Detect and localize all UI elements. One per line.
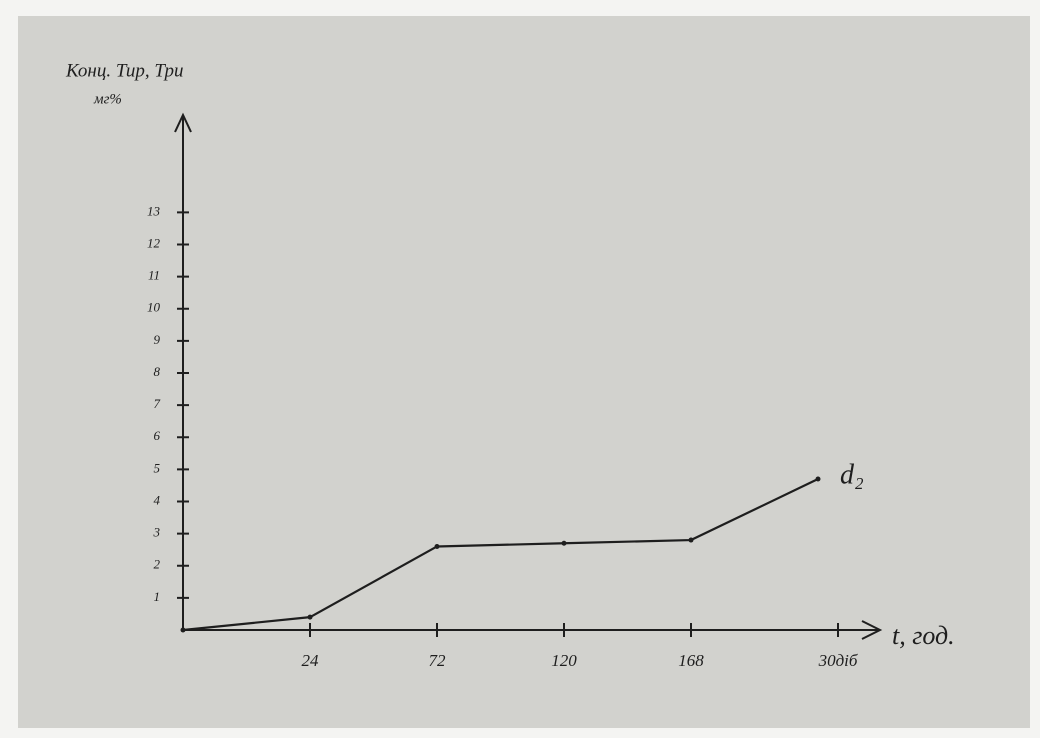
y-tick-label: 11: [148, 268, 160, 283]
x-tick-label: 30діб: [818, 651, 858, 670]
x-axis-label: t, год.: [892, 621, 955, 650]
x-tick-label: 24: [302, 651, 320, 670]
y-axis-unit: мг%: [93, 91, 122, 107]
y-tick-label: 7: [154, 396, 161, 411]
y-tick-label: 10: [147, 300, 161, 315]
y-tick-label: 12: [147, 235, 161, 250]
x-tick-label: 120: [551, 651, 577, 670]
x-tick-label: 168: [678, 651, 704, 670]
data-point: [435, 544, 440, 549]
data-point: [689, 538, 694, 543]
y-tick-label: 2: [154, 557, 161, 572]
y-tick-label: 1: [154, 589, 161, 604]
paper: [18, 16, 1030, 728]
data-point: [308, 615, 313, 620]
y-tick-label: 6: [154, 428, 161, 443]
y-tick-label: 3: [153, 525, 161, 540]
y-tick-label: 5: [154, 460, 161, 475]
chart: Конц. Тир, Три мг% t, год. 1234567891011…: [0, 0, 1040, 738]
data-point: [181, 628, 186, 633]
data-point: [816, 477, 821, 482]
series-label: d₂: [840, 459, 864, 490]
y-tick-label: 13: [147, 203, 161, 218]
x-tick-label: 72: [429, 651, 447, 670]
y-axis-label: Конц. Тир, Три: [65, 60, 184, 81]
data-point: [562, 541, 567, 546]
y-tick-label: 9: [154, 332, 161, 347]
y-tick-label: 4: [154, 492, 161, 507]
y-tick-label: 8: [154, 364, 161, 379]
